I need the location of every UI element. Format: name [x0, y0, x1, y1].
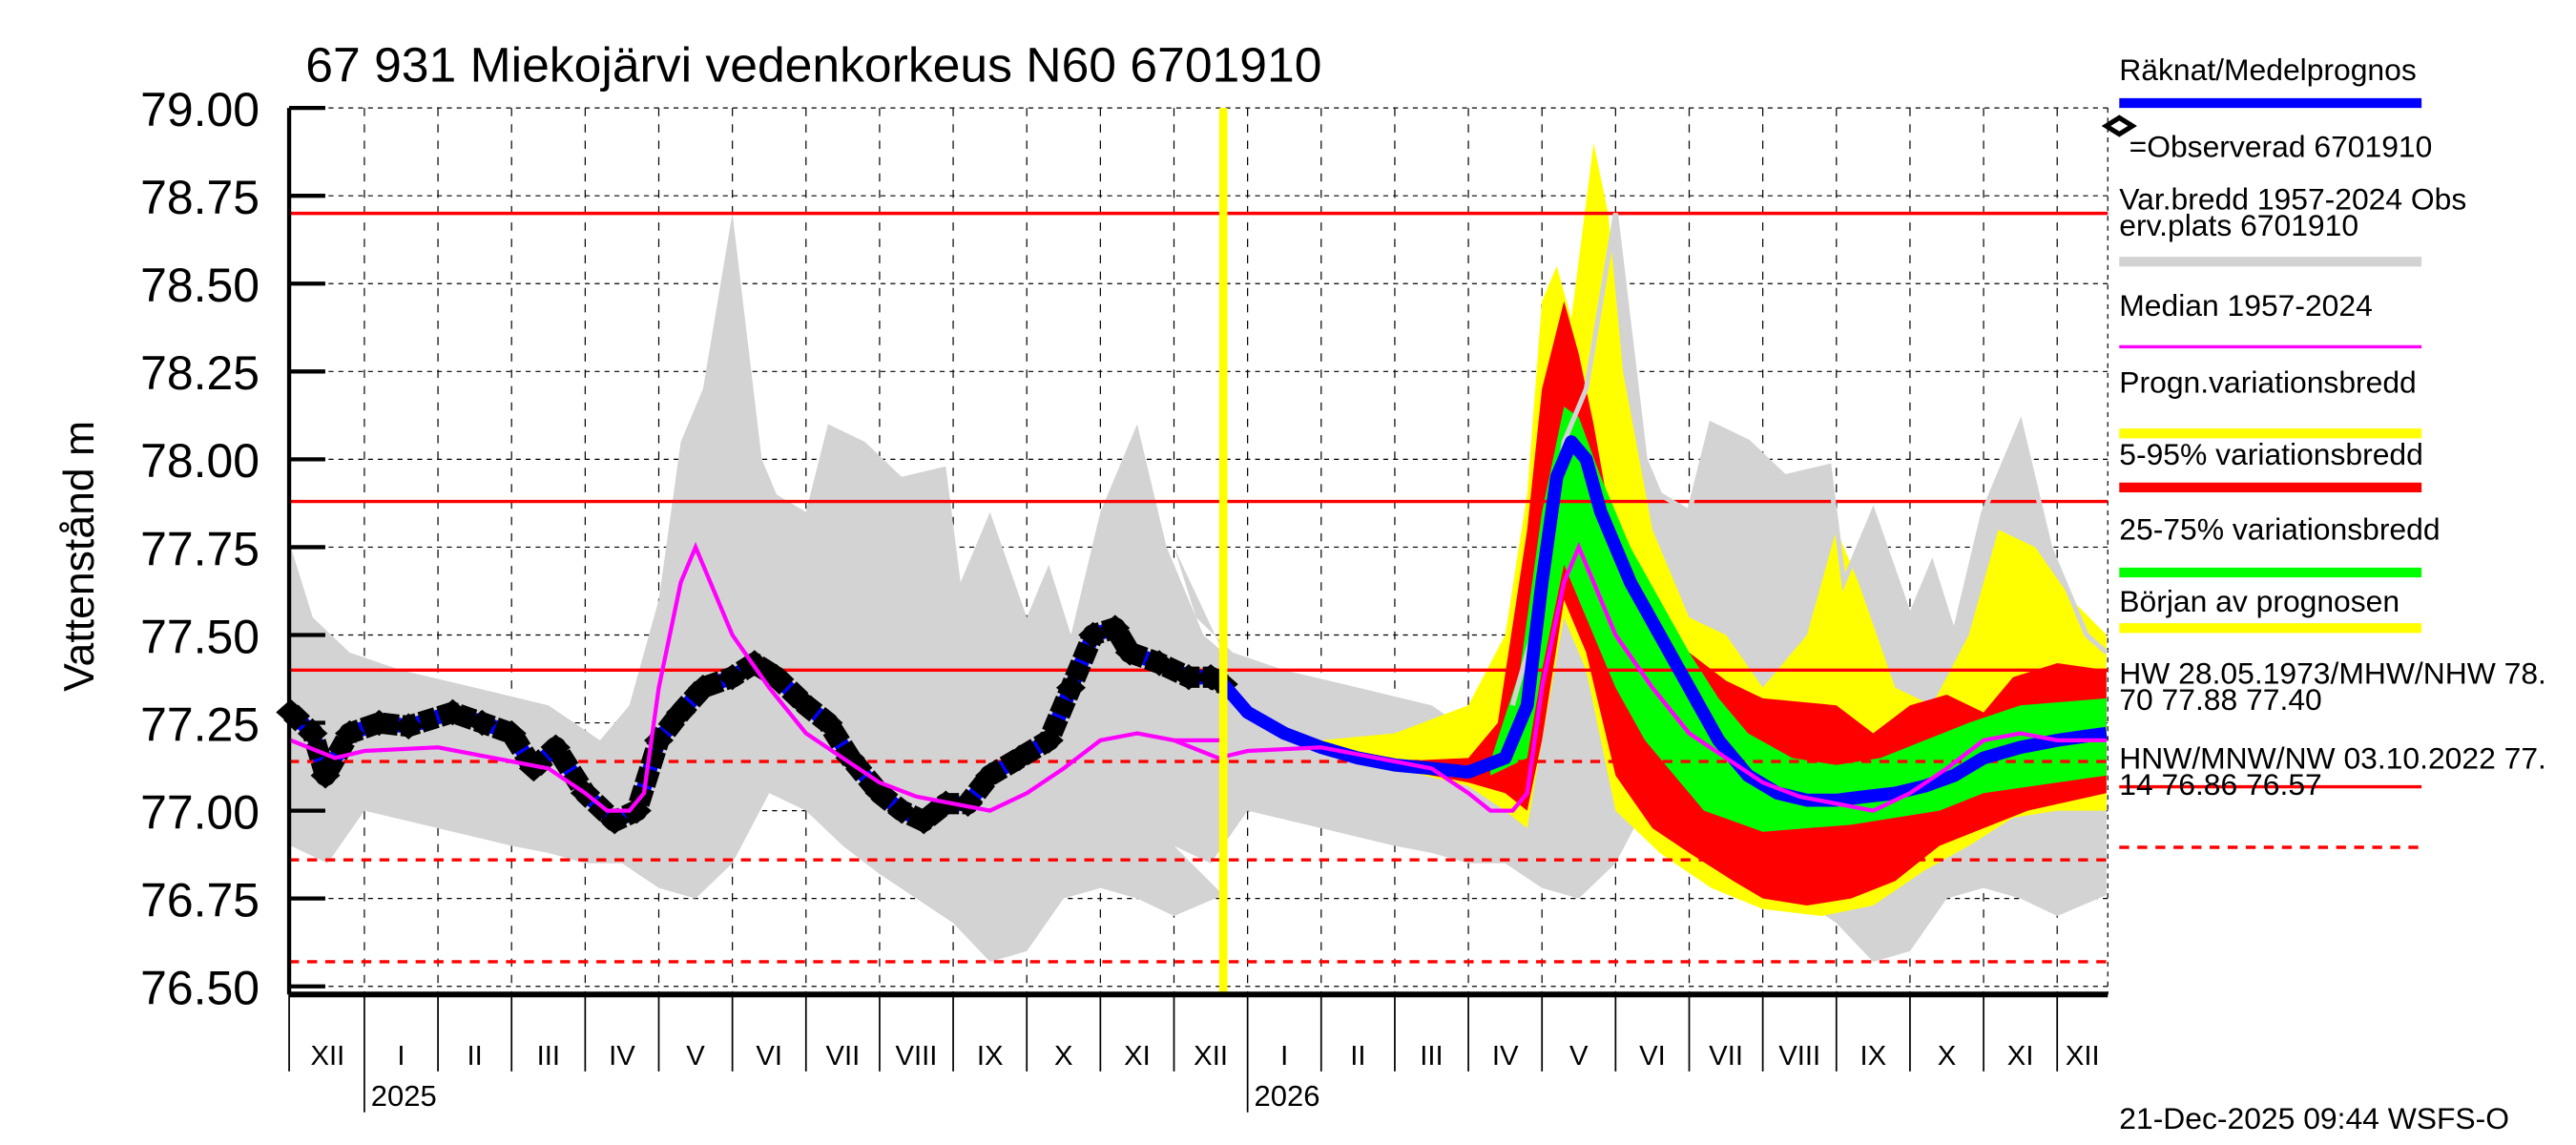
legend-label: erv.plats 6701910 — [2119, 208, 2358, 242]
month-label: VII — [1709, 1041, 1743, 1072]
chart-title: 67 931 Miekojärvi vedenkorkeus N60 67019… — [305, 37, 1321, 93]
month-label: XII — [1194, 1041, 1228, 1072]
y-tick-label: 77.50 — [140, 610, 260, 663]
month-label: XII — [2066, 1041, 2100, 1072]
observed-marker — [1056, 675, 1086, 701]
axes: 79.00 78.75 78.50 78.25 78.00 77.75 77.50 77.25… — [140, 83, 2109, 1113]
month-label: V — [686, 1041, 705, 1072]
legend: Räknat/Medelprognos =Observerad 6701910 Va… — [2101, 52, 2546, 849]
month-label: II — [467, 1041, 483, 1072]
legend-label: HW 28.05.1973/MHW/NHW 78. — [2119, 656, 2546, 691]
legend-label: 5-95% variationsbredd — [2119, 437, 2423, 471]
y-axis-label: Vattenstånd m — [56, 421, 103, 692]
legend-label: Median 1957-2024 — [2119, 288, 2373, 323]
month-label: IX — [977, 1041, 1004, 1072]
month-label: VIII — [1778, 1041, 1820, 1072]
observed-marker — [886, 797, 917, 824]
observed-marker — [1144, 650, 1174, 677]
month-label: X — [1054, 1041, 1073, 1072]
legend-label: Början av prognosen — [2119, 584, 2399, 618]
month-label: I — [1280, 1041, 1288, 1072]
legend-label: 25-75% variationsbredd — [2119, 512, 2440, 547]
legend-label: =Observerad 6701910 — [2129, 130, 2433, 164]
y-tick-label: 77.00 — [140, 786, 260, 840]
y-tick-label: 78.75 — [140, 171, 260, 224]
legend-label: Var.bredd 1957-2024 Obs — [2119, 181, 2466, 216]
observed-marker — [975, 762, 1006, 789]
median-line — [289, 541, 2107, 813]
observed-marker — [1033, 727, 1064, 754]
legend-label: Progn.variationsbredd — [2119, 364, 2416, 399]
month-label: III — [1420, 1041, 1443, 1072]
month-label: XII — [310, 1041, 344, 1072]
month-label: VI — [756, 1041, 782, 1072]
y-tick-label: 76.75 — [140, 874, 260, 927]
bands — [290, 143, 2107, 962]
month-label: V — [1569, 1041, 1589, 1072]
month-label: IV — [609, 1041, 635, 1072]
reference-lines — [289, 211, 2109, 964]
month-label: VII — [825, 1041, 860, 1072]
month-label: II — [1350, 1041, 1365, 1072]
legend-label: HNW/MNW/NW 03.10.2022 77. — [2119, 741, 2546, 776]
legend-label: 70 77.88 77.40 — [2119, 682, 2321, 717]
month-label: VI — [1639, 1041, 1666, 1072]
y-tick-label: 78.50 — [140, 259, 260, 312]
month-label: IV — [1492, 1041, 1519, 1072]
y-tick-label: 77.75 — [140, 522, 260, 575]
y-tick-label: 77.25 — [140, 698, 260, 752]
observed-diamond-icon — [2101, 114, 2137, 137]
y-tick-label: 79.00 — [140, 83, 260, 136]
month-label: XI — [2007, 1041, 2034, 1072]
observed-marker — [791, 692, 821, 718]
month-label: X — [1938, 1041, 1957, 1072]
month-label: III — [537, 1041, 560, 1072]
p25-75-band — [1490, 406, 2107, 832]
observed-marker — [952, 790, 983, 817]
timestamp: 21-Dec-2025 09:44 WSFS-O — [2119, 1101, 2509, 1135]
forecast-range-band — [1223, 143, 2107, 916]
month-label: XI — [1124, 1041, 1151, 1072]
year-label: 2025 — [371, 1079, 437, 1113]
historical-max-line — [1509, 213, 2109, 706]
observed-marker — [688, 675, 718, 701]
mean-forecast-line — [1217, 435, 2108, 807]
month-label: I — [397, 1041, 405, 1072]
legend-label: 14 76.86 76.57 — [2119, 767, 2321, 802]
observed-marker — [761, 663, 792, 691]
year-label: 2026 — [1255, 1079, 1320, 1113]
legend-label: Räknat/Medelprognos — [2119, 52, 2416, 87]
y-tick-label: 76.50 — [140, 962, 260, 1015]
month-label: VIII — [896, 1041, 938, 1072]
month-label: IX — [1860, 1041, 1887, 1072]
y-tick-label: 78.25 — [140, 346, 260, 400]
y-tick-label: 78.00 — [140, 434, 260, 488]
